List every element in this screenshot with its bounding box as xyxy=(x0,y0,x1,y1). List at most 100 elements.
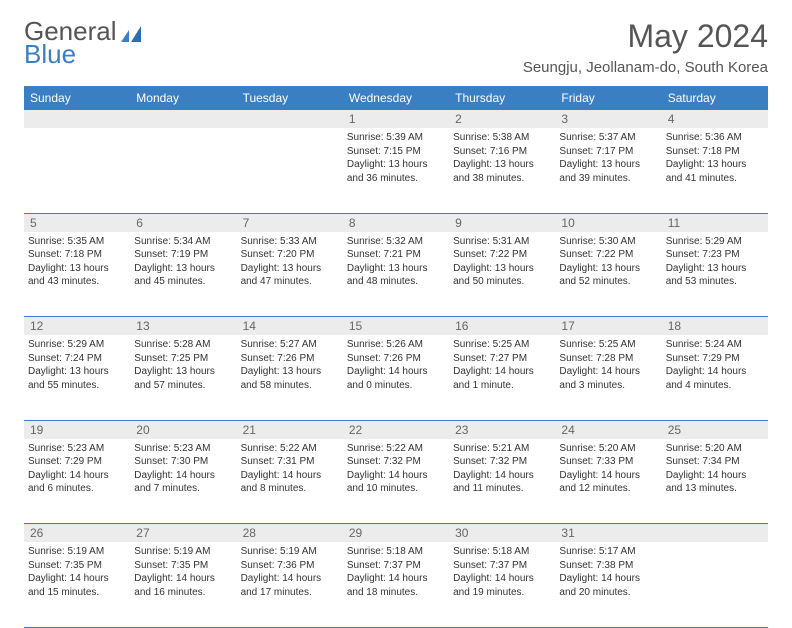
location-label: Seungju, Jeollanam-do, South Korea xyxy=(523,59,768,76)
day-cell-line: Sunrise: 5:36 AM xyxy=(666,131,764,145)
day-cell-line: Daylight: 13 hours and 50 minutes. xyxy=(453,262,551,289)
day-cell-line: Sunset: 7:31 PM xyxy=(241,455,339,469)
day-cell-content: Sunrise: 5:33 AMSunset: 7:20 PMDaylight:… xyxy=(241,235,339,289)
weekday-header-row: SundayMondayTuesdayWednesdayThursdayFrid… xyxy=(24,86,768,110)
day-cell: Sunrise: 5:20 AMSunset: 7:33 PMDaylight:… xyxy=(555,439,661,524)
day-cell-line: Daylight: 13 hours and 55 minutes. xyxy=(28,365,126,392)
day-cell-content: Sunrise: 5:23 AMSunset: 7:30 PMDaylight:… xyxy=(134,442,232,496)
day-cell-line: Sunrise: 5:19 AM xyxy=(134,545,232,559)
day-number: 21 xyxy=(237,420,343,439)
day-cell-line: Sunrise: 5:26 AM xyxy=(347,338,445,352)
day-cell: Sunrise: 5:23 AMSunset: 7:30 PMDaylight:… xyxy=(130,439,236,524)
day-cell-content: Sunrise: 5:19 AMSunset: 7:35 PMDaylight:… xyxy=(134,545,232,599)
day-cell-line: Daylight: 13 hours and 38 minutes. xyxy=(453,158,551,185)
day-cell-line: Sunrise: 5:32 AM xyxy=(347,235,445,249)
day-cell-line: Daylight: 14 hours and 19 minutes. xyxy=(453,572,551,599)
day-cell-line: Daylight: 14 hours and 13 minutes. xyxy=(666,469,764,496)
day-cell-line: Daylight: 13 hours and 58 minutes. xyxy=(241,365,339,392)
day-cell-line: Sunset: 7:21 PM xyxy=(347,248,445,262)
day-cell-line: Sunrise: 5:37 AM xyxy=(559,131,657,145)
day-number: 22 xyxy=(343,420,449,439)
day-number: 23 xyxy=(449,420,555,439)
day-cell-line: Daylight: 14 hours and 20 minutes. xyxy=(559,572,657,599)
day-cell-line: Sunrise: 5:18 AM xyxy=(347,545,445,559)
day-number: 6 xyxy=(130,213,236,232)
day-cell-content: Sunrise: 5:37 AMSunset: 7:17 PMDaylight:… xyxy=(559,131,657,185)
day-cell-line: Daylight: 13 hours and 36 minutes. xyxy=(347,158,445,185)
month-title: May 2024 xyxy=(523,18,768,55)
day-cell-line: Sunset: 7:26 PM xyxy=(241,352,339,366)
day-cell-content: Sunrise: 5:36 AMSunset: 7:18 PMDaylight:… xyxy=(666,131,764,185)
day-number-row: 567891011 xyxy=(24,213,768,232)
day-number: 7 xyxy=(237,213,343,232)
day-cell: Sunrise: 5:39 AMSunset: 7:15 PMDaylight:… xyxy=(343,128,449,213)
day-number: 10 xyxy=(555,213,661,232)
day-number-row: 1234 xyxy=(24,110,768,128)
day-number: 4 xyxy=(662,110,768,128)
day-cell-line: Sunrise: 5:20 AM xyxy=(559,442,657,456)
day-cell-line: Sunset: 7:18 PM xyxy=(28,248,126,262)
day-number: 13 xyxy=(130,317,236,336)
day-cell-line: Sunset: 7:25 PM xyxy=(134,352,232,366)
day-cell: Sunrise: 5:37 AMSunset: 7:17 PMDaylight:… xyxy=(555,128,661,213)
day-cell: Sunrise: 5:32 AMSunset: 7:21 PMDaylight:… xyxy=(343,232,449,317)
day-cell: Sunrise: 5:33 AMSunset: 7:20 PMDaylight:… xyxy=(237,232,343,317)
day-number xyxy=(662,524,768,543)
day-cell: Sunrise: 5:17 AMSunset: 7:38 PMDaylight:… xyxy=(555,542,661,627)
day-cell: Sunrise: 5:36 AMSunset: 7:18 PMDaylight:… xyxy=(662,128,768,213)
day-cell xyxy=(662,542,768,627)
day-cell-line: Daylight: 13 hours and 47 minutes. xyxy=(241,262,339,289)
day-cell-line: Daylight: 14 hours and 15 minutes. xyxy=(28,572,126,599)
day-number xyxy=(130,110,236,128)
day-cell: Sunrise: 5:22 AMSunset: 7:32 PMDaylight:… xyxy=(343,439,449,524)
day-cell-content: Sunrise: 5:35 AMSunset: 7:18 PMDaylight:… xyxy=(28,235,126,289)
day-cell-line: Daylight: 13 hours and 43 minutes. xyxy=(28,262,126,289)
day-cell-line: Sunset: 7:36 PM xyxy=(241,559,339,573)
day-number: 3 xyxy=(555,110,661,128)
day-cell-line: Sunrise: 5:29 AM xyxy=(666,235,764,249)
day-cell-line: Sunset: 7:29 PM xyxy=(28,455,126,469)
day-number: 11 xyxy=(662,213,768,232)
day-cell-line: Sunset: 7:27 PM xyxy=(453,352,551,366)
day-cell: Sunrise: 5:18 AMSunset: 7:37 PMDaylight:… xyxy=(343,542,449,627)
day-number xyxy=(237,110,343,128)
day-cell: Sunrise: 5:21 AMSunset: 7:32 PMDaylight:… xyxy=(449,439,555,524)
day-number: 9 xyxy=(449,213,555,232)
day-cell-content: Sunrise: 5:34 AMSunset: 7:19 PMDaylight:… xyxy=(134,235,232,289)
day-cell: Sunrise: 5:35 AMSunset: 7:18 PMDaylight:… xyxy=(24,232,130,317)
day-cell-line: Sunset: 7:23 PM xyxy=(666,248,764,262)
day-number: 24 xyxy=(555,420,661,439)
day-cell: Sunrise: 5:19 AMSunset: 7:36 PMDaylight:… xyxy=(237,542,343,627)
day-cell-content: Sunrise: 5:18 AMSunset: 7:37 PMDaylight:… xyxy=(453,545,551,599)
weekday-header: Friday xyxy=(555,86,661,110)
day-cell-line: Sunset: 7:22 PM xyxy=(453,248,551,262)
day-cell-content: Sunrise: 5:21 AMSunset: 7:32 PMDaylight:… xyxy=(453,442,551,496)
day-cell-line: Sunset: 7:20 PM xyxy=(241,248,339,262)
day-cell: Sunrise: 5:27 AMSunset: 7:26 PMDaylight:… xyxy=(237,335,343,420)
day-cell: Sunrise: 5:24 AMSunset: 7:29 PMDaylight:… xyxy=(662,335,768,420)
day-cell: Sunrise: 5:31 AMSunset: 7:22 PMDaylight:… xyxy=(449,232,555,317)
week-row: Sunrise: 5:29 AMSunset: 7:24 PMDaylight:… xyxy=(24,335,768,420)
day-cell: Sunrise: 5:30 AMSunset: 7:22 PMDaylight:… xyxy=(555,232,661,317)
day-cell-line: Sunrise: 5:23 AM xyxy=(28,442,126,456)
day-number: 16 xyxy=(449,317,555,336)
day-cell-content: Sunrise: 5:25 AMSunset: 7:27 PMDaylight:… xyxy=(453,338,551,392)
day-cell: Sunrise: 5:18 AMSunset: 7:37 PMDaylight:… xyxy=(449,542,555,627)
day-number: 2 xyxy=(449,110,555,128)
day-cell: Sunrise: 5:34 AMSunset: 7:19 PMDaylight:… xyxy=(130,232,236,317)
day-cell-line: Sunrise: 5:22 AM xyxy=(347,442,445,456)
day-cell xyxy=(237,128,343,213)
day-number-row: 12131415161718 xyxy=(24,317,768,336)
day-cell-line: Sunset: 7:16 PM xyxy=(453,145,551,159)
week-row: Sunrise: 5:19 AMSunset: 7:35 PMDaylight:… xyxy=(24,542,768,627)
day-cell-content: Sunrise: 5:24 AMSunset: 7:29 PMDaylight:… xyxy=(666,338,764,392)
day-cell-line: Daylight: 14 hours and 12 minutes. xyxy=(559,469,657,496)
brand-logo: GeneralBlue xyxy=(24,18,147,69)
day-cell-line: Sunrise: 5:39 AM xyxy=(347,131,445,145)
day-cell: Sunrise: 5:19 AMSunset: 7:35 PMDaylight:… xyxy=(24,542,130,627)
day-cell-line: Sunrise: 5:25 AM xyxy=(453,338,551,352)
day-cell-line: Sunset: 7:34 PM xyxy=(666,455,764,469)
day-cell-line: Daylight: 14 hours and 3 minutes. xyxy=(559,365,657,392)
day-cell-line: Sunset: 7:29 PM xyxy=(666,352,764,366)
day-number: 5 xyxy=(24,213,130,232)
